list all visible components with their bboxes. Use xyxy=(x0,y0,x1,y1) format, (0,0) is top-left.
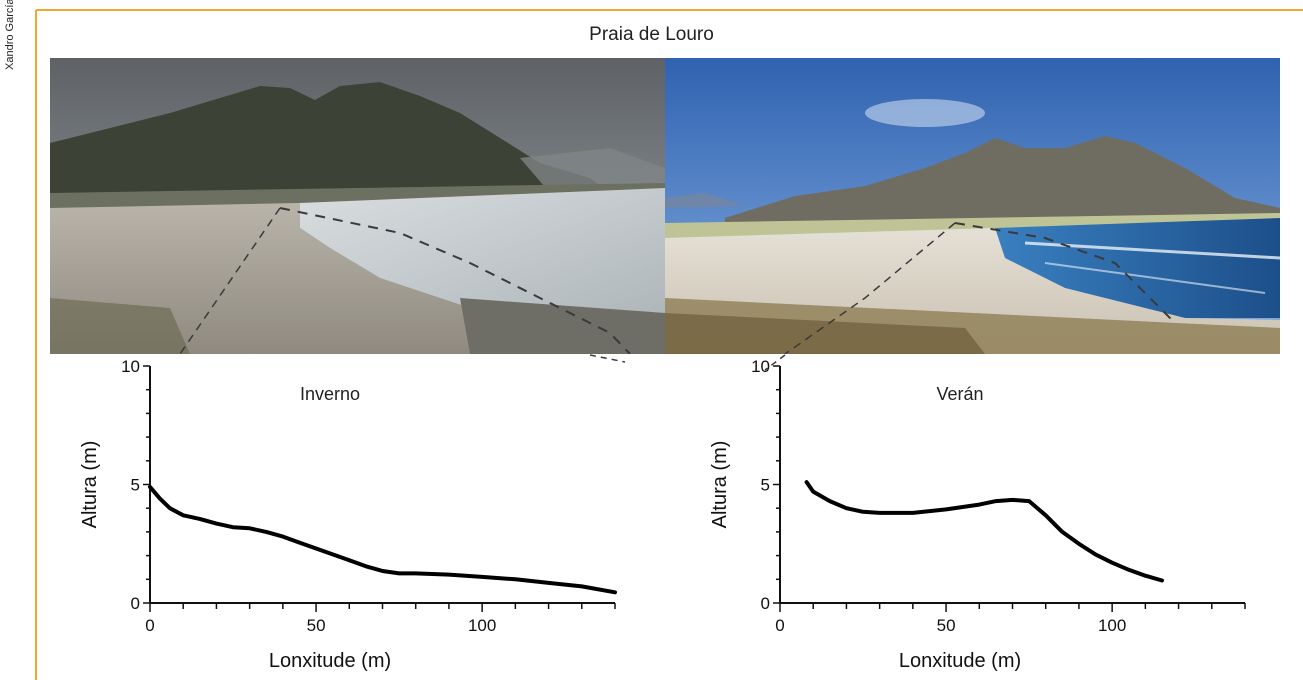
x-axis-label: Lonxitude (m) xyxy=(899,650,1021,672)
x-tick-label: 100 xyxy=(468,616,496,635)
beach-photo-winter-icon xyxy=(50,58,665,354)
x-tick-label: 0 xyxy=(775,616,784,635)
x-tick-label: 50 xyxy=(937,616,956,635)
x-tick-label: 0 xyxy=(145,616,154,635)
y-tick-label: 0 xyxy=(761,594,770,613)
x-axis-label: Lonxitude (m) xyxy=(269,650,391,672)
summer-profile-chart: 0 50 100 0 5 10 Verán Lonxitude (m) Altura (m) xyxy=(710,357,1246,672)
winter-photo xyxy=(50,58,665,354)
y-tick-label: 5 xyxy=(761,476,770,495)
chart-title: Inverno xyxy=(300,384,360,404)
profile-line-series-0 xyxy=(804,480,1164,583)
y-axis-label: Altura (m) xyxy=(80,441,101,529)
y-tick-label: 0 xyxy=(131,594,140,613)
y-tick-label: 10 xyxy=(751,357,770,376)
winter-profile-chart: 0 50 100 0 5 10 Inverno Lonxitude (m) Altura (m) xyxy=(80,357,617,672)
x-tick-label: 50 xyxy=(307,616,326,635)
figure-title: Praia de Louro xyxy=(589,24,714,45)
y-axis-label: Altura (m) xyxy=(710,441,731,529)
y-tick-label: 10 xyxy=(121,357,140,376)
y-tick-label: 5 xyxy=(131,476,140,495)
chart-title: Verán xyxy=(936,384,983,404)
profile-line-series-0 xyxy=(148,484,617,595)
x-tick-label: 100 xyxy=(1098,616,1126,635)
summer-photo xyxy=(665,58,1280,354)
beach-photo-summer-icon xyxy=(665,58,1280,354)
